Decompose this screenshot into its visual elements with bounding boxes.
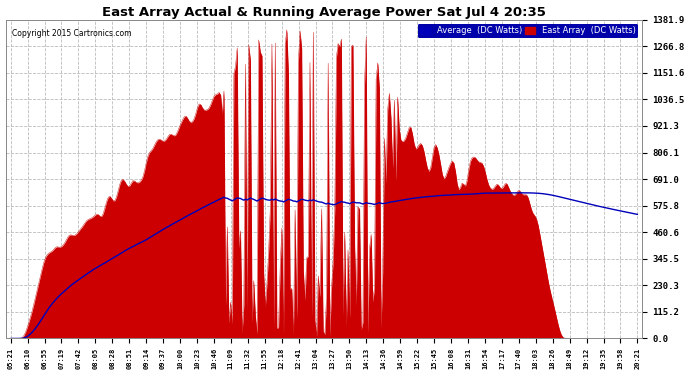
Title: East Array Actual & Running Average Power Sat Jul 4 20:35: East Array Actual & Running Average Powe… [102, 6, 546, 18]
Legend: Average  (DC Watts), East Array  (DC Watts): Average (DC Watts), East Array (DC Watts… [417, 24, 638, 38]
Text: Copyright 2015 Cartronics.com: Copyright 2015 Cartronics.com [12, 29, 131, 38]
